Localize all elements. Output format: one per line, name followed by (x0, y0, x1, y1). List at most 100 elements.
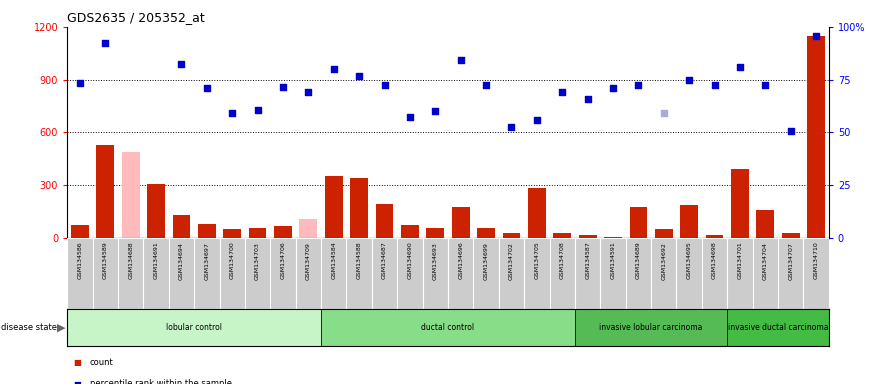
Text: percentile rank within the sample: percentile rank within the sample (90, 379, 231, 384)
Bar (92, 238, 118, 309)
Bar (452, 207, 470, 238)
Bar (143, 238, 168, 309)
Text: ▶: ▶ (56, 322, 65, 333)
Bar (375, 204, 393, 238)
Bar (528, 188, 546, 238)
Bar (274, 226, 292, 238)
Point (73, 80, 87, 86)
Text: GSM134705: GSM134705 (534, 242, 539, 280)
Bar (499, 238, 524, 309)
Bar (321, 309, 575, 346)
Point (733, 64, 747, 70)
Text: GDS2635 / 205352_at: GDS2635 / 205352_at (67, 11, 205, 24)
Bar (753, 238, 778, 309)
Text: count: count (90, 358, 114, 367)
Bar (118, 238, 143, 309)
Text: lobular control: lobular control (166, 323, 222, 332)
Bar (423, 238, 448, 309)
Bar (549, 238, 575, 309)
Point (428, 108, 443, 114)
Bar (299, 219, 317, 238)
Bar (271, 238, 296, 309)
Text: GSM134695: GSM134695 (686, 242, 692, 280)
Point (708, 82, 722, 88)
Bar (325, 177, 342, 238)
Text: GSM134708: GSM134708 (560, 242, 564, 280)
Bar (524, 238, 549, 309)
Text: GSM134697: GSM134697 (204, 242, 210, 280)
Point (783, 127, 798, 134)
Bar (807, 36, 825, 238)
Text: GSM134704: GSM134704 (762, 242, 768, 280)
Bar (630, 207, 647, 238)
Text: GSM134587: GSM134587 (585, 242, 590, 280)
Bar (731, 169, 749, 238)
Text: GSM134591: GSM134591 (610, 242, 616, 280)
Bar (600, 238, 625, 309)
Point (556, 89, 570, 95)
Text: GSM134710: GSM134710 (814, 242, 819, 280)
Bar (676, 238, 702, 309)
Point (606, 85, 620, 91)
Bar (198, 224, 216, 238)
Point (758, 82, 772, 88)
Bar (702, 238, 728, 309)
Point (631, 82, 645, 88)
Bar (168, 238, 194, 309)
Text: GSM134706: GSM134706 (280, 242, 286, 280)
Bar (804, 238, 829, 309)
Text: GSM134698: GSM134698 (712, 242, 717, 280)
Bar (728, 309, 829, 346)
Bar (756, 210, 774, 238)
Text: GSM134694: GSM134694 (179, 242, 184, 280)
Point (453, 57, 468, 63)
Bar (245, 238, 271, 309)
Bar (397, 238, 423, 309)
Point (200, 85, 214, 91)
Text: GSM134699: GSM134699 (484, 242, 488, 280)
Bar (350, 178, 368, 238)
Text: invasive ductal carcinoma: invasive ductal carcinoma (728, 323, 828, 332)
Text: GSM134689: GSM134689 (636, 242, 641, 280)
Text: GSM134709: GSM134709 (306, 242, 311, 280)
Bar (249, 228, 266, 238)
Bar (778, 238, 804, 309)
Bar (579, 235, 597, 238)
Text: GSM134696: GSM134696 (458, 242, 463, 280)
Bar (173, 215, 190, 238)
Point (581, 96, 595, 102)
Bar (680, 205, 698, 238)
Text: GSM134690: GSM134690 (408, 242, 412, 280)
Bar (67, 309, 321, 346)
Bar (97, 145, 114, 238)
Bar (625, 238, 651, 309)
Bar (728, 238, 753, 309)
Text: GSM134588: GSM134588 (357, 242, 362, 279)
Point (301, 89, 315, 95)
Bar (706, 235, 723, 238)
Point (377, 82, 392, 88)
Text: GSM134589: GSM134589 (103, 242, 108, 280)
Bar (220, 238, 245, 309)
Bar (655, 229, 673, 238)
Bar (194, 238, 220, 309)
Bar (347, 238, 372, 309)
Text: invasive lobular carcinoma: invasive lobular carcinoma (599, 323, 702, 332)
Bar (651, 238, 676, 309)
Text: GSM134703: GSM134703 (255, 242, 260, 280)
Text: GSM134702: GSM134702 (509, 242, 514, 280)
Bar (604, 237, 622, 238)
Point (504, 124, 519, 130)
Bar (503, 233, 521, 238)
Point (352, 73, 366, 79)
Bar (575, 238, 600, 309)
Point (327, 66, 341, 72)
Point (99, 40, 113, 46)
Bar (67, 238, 92, 309)
Point (682, 77, 696, 83)
Text: GSM134692: GSM134692 (661, 242, 667, 280)
Bar (401, 225, 418, 238)
Point (478, 82, 493, 88)
Text: GSM134701: GSM134701 (737, 242, 743, 280)
Point (809, 33, 823, 39)
